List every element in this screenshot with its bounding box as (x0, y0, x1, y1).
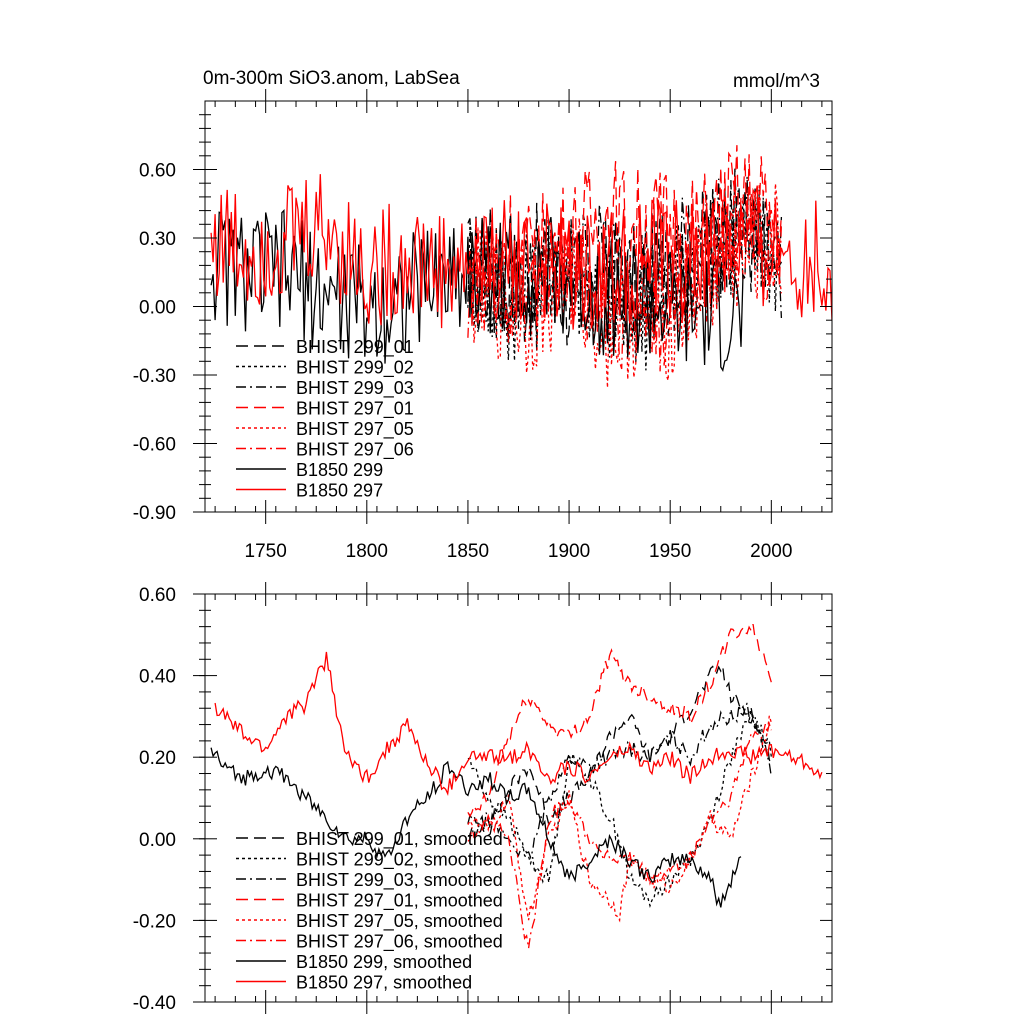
y-tick-label: -0.60 (133, 435, 176, 456)
legend-label: BHIST 299_03, smoothed (296, 870, 503, 891)
series-line-bottom-5 (467, 721, 772, 949)
series-line-bottom-6 (210, 747, 742, 908)
legend-label: B1850 299, smoothed (296, 952, 472, 972)
series-line-bottom-7 (214, 651, 823, 797)
legend-label: B1850 297, smoothed (296, 973, 472, 993)
y-tick-label: 0.30 (139, 229, 176, 250)
legend-label: BHIST 299_03 (296, 378, 414, 399)
x-tick-label: 1900 (548, 541, 590, 562)
y-tick-label: 0.60 (139, 161, 176, 182)
y-tick-label: -0.90 (133, 503, 176, 524)
y-tick-label: -0.20 (133, 911, 176, 932)
x-tick-label: 2000 (750, 541, 792, 562)
y-tick-label: 0.00 (139, 298, 176, 319)
series-line-bottom-2 (467, 702, 772, 860)
top-chart-title: 0m-300m SiO3.anom, LabSea (203, 68, 460, 89)
legend-label: BHIST 297_05, smoothed (296, 911, 503, 932)
legend-label: BHIST 297_05 (296, 419, 414, 440)
series-line-top-7 (210, 174, 832, 330)
x-tick-label: 1850 (447, 541, 489, 562)
series-line-bottom-4 (467, 715, 772, 923)
bottom-axes: -0.40 -0.20 0.00 0.20 0.40 0.60 (133, 582, 833, 1014)
y-tick-label: 0.20 (139, 748, 176, 769)
x-tick-label: 1800 (346, 541, 388, 562)
y-tick-label: 0.60 (139, 585, 176, 606)
legend-label: BHIST 297_01 (296, 399, 414, 420)
y-tick-label: -0.30 (133, 366, 176, 387)
legend-label: BHIST 299_01, smoothed (296, 829, 503, 850)
top-axes: -0.90 -0.60 -0.30 0.00 0.30 0.60 1750 1800 1850 1… (133, 89, 833, 562)
bottom-plot-lines (210, 624, 823, 949)
series-line-bottom-3 (467, 624, 772, 818)
legend-label: BHIST 297_06 (296, 440, 414, 461)
legend-label: BHIST 299_01 (296, 337, 414, 358)
y-tick-label: -0.40 (133, 993, 176, 1014)
legend-label: BHIST 299_02, smoothed (296, 850, 503, 871)
y-tick-label: 0.40 (139, 667, 176, 688)
top-panel: 0m-300m SiO3.anom, LabSea mmol/m^3 -0.90… (133, 68, 833, 562)
legend-label: BHIST 299_02 (296, 358, 414, 379)
legend-label: B1850 299 (296, 460, 383, 480)
legend-label: BHIST 297_01, smoothed (296, 891, 503, 912)
top-plot-lines (210, 145, 832, 388)
series-line-bottom-0 (467, 664, 772, 837)
legend-label: B1850 297 (296, 481, 383, 501)
x-tick-label: 1950 (649, 541, 691, 562)
x-tick-label: 1750 (245, 541, 287, 562)
top-chart-units: mmol/m^3 (733, 71, 820, 92)
series-line-top-3 (467, 145, 783, 327)
bottom-panel: -0.40 -0.20 0.00 0.20 0.40 0.60 BHIST 299_01,… (133, 582, 833, 1014)
legend-label: BHIST 297_06, smoothed (296, 932, 503, 953)
y-tick-label: 0.00 (139, 830, 176, 851)
series-line-bottom-1 (467, 710, 772, 909)
